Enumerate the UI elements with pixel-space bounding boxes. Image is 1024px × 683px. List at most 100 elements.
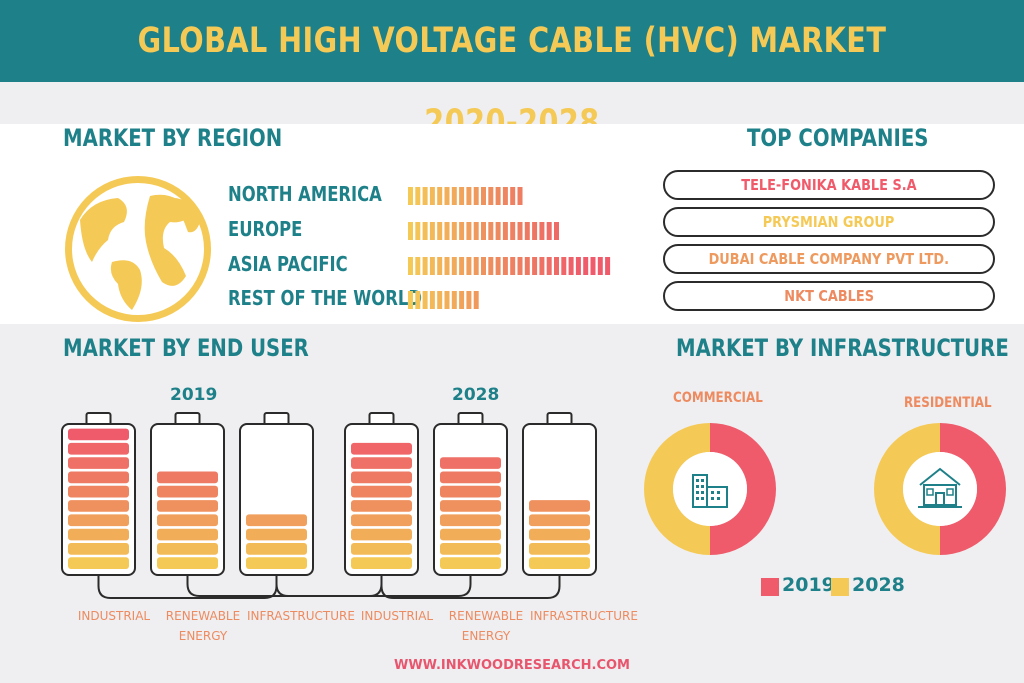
end-user-section-title: MARKET BY END USER — [63, 334, 309, 362]
region-bar-segment — [495, 222, 501, 240]
donut-slice — [874, 423, 940, 555]
region-bar-segment — [502, 222, 508, 240]
region-bar-segment — [408, 222, 413, 240]
region-bar-segment — [415, 187, 421, 205]
battery-level-segment — [351, 514, 412, 527]
region-bar-segment — [502, 257, 508, 275]
region-section-title: MARKET BY REGION — [63, 124, 283, 152]
region-bar-segment — [415, 291, 421, 309]
region-bar-segment — [444, 291, 450, 309]
footer-url: WWW.INKWOODRESEARCH.COM — [393, 658, 630, 673]
region-bar-segment — [466, 257, 472, 275]
region-bar-segment — [429, 187, 435, 205]
battery-level-segment — [351, 442, 412, 455]
end-user-label: INFRASTRUCTURE — [247, 609, 355, 623]
battery-level-segment — [351, 543, 412, 555]
building-window — [701, 485, 704, 488]
region-bar-segment — [517, 222, 523, 240]
building-window — [696, 479, 699, 482]
battery-level-segment — [440, 485, 501, 498]
region-label-europe: EUROPE — [228, 217, 303, 241]
page-title: GLOBAL HIGH VOLTAGE CABLE (HVC) MARKET 2… — [137, 21, 887, 143]
battery-level-segment — [440, 457, 501, 469]
year-label-2028: 2028 — [452, 385, 500, 405]
region-bar-segment — [532, 222, 538, 240]
donut-label-commercial: COMMERCIAL — [673, 390, 763, 406]
region-bar-segment — [524, 222, 530, 240]
region-bar-segment — [451, 222, 457, 240]
region-bar-segment — [466, 291, 472, 309]
building-window — [696, 491, 699, 494]
region-bar-segment — [473, 187, 479, 205]
battery-level-segment — [351, 557, 412, 569]
battery-level-segment — [246, 557, 307, 569]
region-label-north-america: NORTH AMERICA — [228, 182, 382, 206]
battery-level-segment — [157, 543, 218, 555]
donuts — [644, 423, 1006, 555]
company-name: DUBAI CABLE COMPANY PVT LTD. — [708, 250, 950, 268]
company-pill: DUBAI CABLE COMPANY PVT LTD. — [663, 244, 995, 274]
region-bar-segment — [517, 187, 523, 205]
legend-label-2028: 2028 — [852, 574, 905, 596]
battery-level-segment — [246, 514, 307, 527]
building-window — [696, 497, 699, 500]
end-user-label: INDUSTRIAL — [360, 609, 434, 623]
battery-connector-line — [97, 575, 278, 599]
battery-level-segment — [351, 485, 412, 498]
house-door — [935, 492, 945, 506]
infrastructure-section-title: MARKET BY INFRASTRUCTURE — [676, 334, 1009, 362]
region-bar-segment — [481, 222, 486, 240]
region-bar-segment — [532, 257, 538, 275]
battery-connector-line — [275, 575, 383, 597]
region-bar-segment — [510, 187, 516, 205]
donut-slice — [940, 423, 1006, 555]
battery-level-segment — [440, 557, 501, 569]
battery-level-segment — [246, 543, 307, 555]
region-bar-segment — [422, 222, 428, 240]
battery-level-segment — [440, 528, 501, 541]
battery-level-segment — [529, 500, 590, 512]
battery-level-segment — [68, 514, 129, 527]
region-bar-segment — [408, 291, 413, 309]
building-window — [701, 479, 704, 482]
region-bar-segment — [605, 257, 611, 275]
region-bar-segment — [451, 257, 457, 275]
building-window — [717, 491, 720, 494]
battery-level-segment — [68, 485, 129, 498]
region-bar-segment — [429, 222, 435, 240]
battery-level-segment — [157, 500, 218, 512]
region-bar-segment — [539, 222, 545, 240]
battery-level-segment — [68, 471, 129, 484]
region-bar-segment — [495, 187, 501, 205]
region-bar-segment — [429, 291, 435, 309]
region-bar-segment — [437, 222, 443, 240]
region-bar-segment — [554, 222, 559, 240]
region-bar-segment — [422, 187, 428, 205]
region-bar-segment — [451, 187, 457, 205]
region-bar-segment — [481, 257, 486, 275]
battery-level-segment — [157, 557, 218, 569]
building-window — [711, 497, 714, 500]
end-user-label: INDUSTRIAL — [77, 609, 151, 623]
region-bar-segment — [488, 222, 494, 240]
region-bar-segment — [510, 222, 516, 240]
donut-slice — [644, 423, 710, 555]
region-bar-segment — [517, 257, 523, 275]
region-bar-segment — [539, 257, 545, 275]
region-label-asia-pacific: ASIA PACIFIC — [228, 252, 348, 276]
building-window — [696, 485, 699, 488]
battery-level-segment — [440, 543, 501, 555]
battery-level-segment — [68, 500, 129, 512]
region-bar-segment — [597, 257, 603, 275]
region-bar-segment — [415, 222, 421, 240]
region-bar-segment — [510, 257, 516, 275]
house-icon — [918, 467, 962, 508]
globe-icon — [65, 176, 211, 322]
region-bars — [408, 187, 611, 309]
building-window — [717, 497, 720, 500]
region-bar-segment — [466, 222, 472, 240]
battery-level-segment — [440, 500, 501, 512]
region-bar-segment — [583, 257, 589, 275]
battery-level-segment — [351, 457, 412, 469]
battery-connector-line — [380, 575, 561, 599]
